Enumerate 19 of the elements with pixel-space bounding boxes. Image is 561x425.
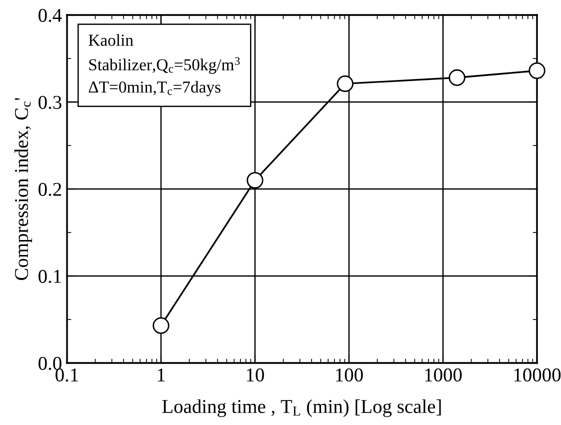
x-tick-label: 10: [246, 368, 264, 382]
y-axis-title: Compression index, C$_{c}$': [14, 98, 32, 280]
x-tick-label: 100: [336, 368, 363, 382]
point: [246, 172, 264, 189]
y-tick-label: 0.4: [38, 8, 62, 22]
y-tick-label: 0.2: [38, 182, 62, 196]
y-tick-label: 0.0: [38, 356, 62, 370]
y-tick-label: 0.3: [38, 96, 62, 110]
point: [152, 317, 170, 334]
annotation: Stabilizer,Q$_{c}$=50kg/m$^{3}$: [89, 57, 240, 74]
y-tick-label: 0.1: [38, 270, 61, 284]
annotation: ΔT=0min,T$_{c}$=7days: [88, 80, 220, 96]
x-tick-label: 0.1: [56, 368, 78, 382]
point: [528, 62, 546, 80]
x-axis-title: Loading time , T$_{L}$ (min) [Log scale]: [162, 399, 441, 418]
x-tick-label: 10000: [514, 368, 561, 382]
annotation: Kaolin: [88, 34, 134, 46]
x-tick-label: 1: [158, 368, 165, 382]
x-tick-label: 1000: [425, 368, 462, 382]
